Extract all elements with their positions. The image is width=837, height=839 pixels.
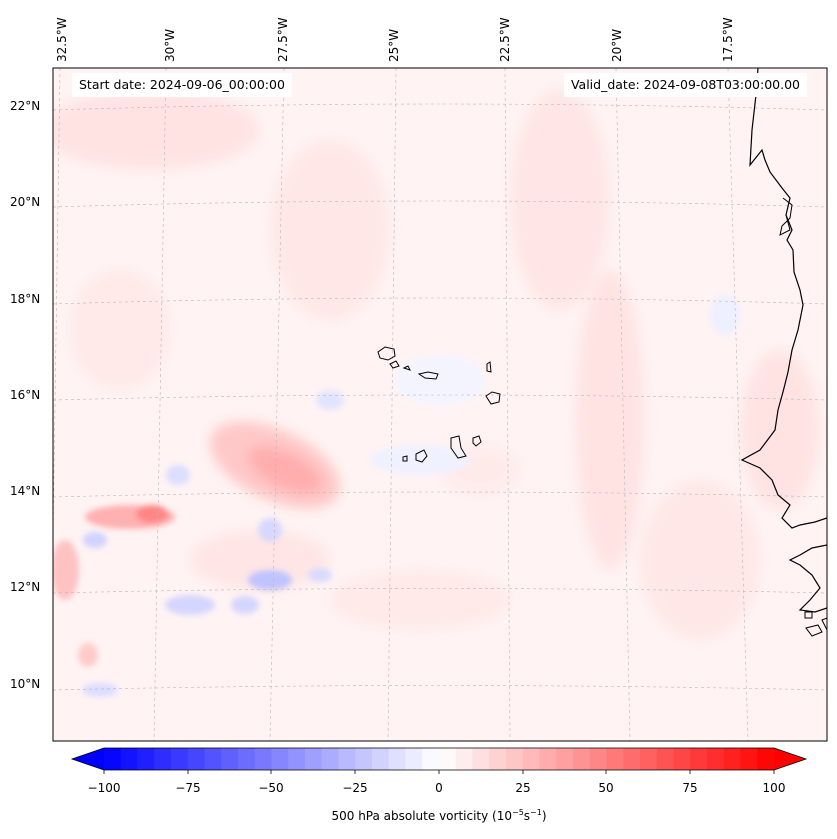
bijagos-islands: [804, 611, 827, 637]
latitude-label: 18°N: [10, 292, 41, 306]
colorbar-segment: [204, 748, 222, 770]
map-panel: [53, 68, 827, 741]
latitude-label: 12°N: [10, 580, 41, 594]
colorbar-segment: [137, 748, 155, 770]
island-fogo: [415, 449, 428, 463]
longitude-label: 27.5°W: [276, 17, 290, 62]
island-boa-vista: [485, 391, 501, 405]
colorbar-segment: [640, 748, 658, 770]
colorbar-segment: [305, 748, 323, 770]
colorbar-tick-label: 0: [435, 781, 443, 795]
longitude-label: 30°W: [163, 28, 177, 62]
colorbar-tick-marks: [103, 770, 775, 774]
colorbar-tick-label: 25: [515, 781, 531, 795]
colorbar-extend-min: [72, 748, 104, 770]
colorbar-tick-label: 100: [762, 781, 786, 795]
island-sal: [486, 361, 492, 373]
latitude-label: 20°N: [10, 195, 41, 209]
latitude-label: 22°N: [10, 99, 41, 113]
colorbar-segment: [723, 748, 741, 770]
island-sao-vicente: [389, 360, 400, 369]
longitude-label: 22.5°W: [498, 17, 512, 62]
colorbar-title: 500 hPa absolute vorticity (10−5s−1): [331, 808, 547, 823]
colorbar-segment: [556, 748, 574, 770]
colorbar-segment: [455, 748, 473, 770]
colorbar-tick-label: −50: [258, 781, 284, 795]
valid-date-label: Valid_date: 2024-09-08T03:00:00.00: [563, 73, 807, 97]
map-frame: [52, 67, 828, 742]
colorbar-segment: [171, 748, 189, 770]
africa-coastline: [740, 68, 827, 529]
colorbar-tick-label: −75: [175, 781, 201, 795]
longitude-label: 25°W: [387, 28, 401, 62]
colorbar-segment: [221, 748, 239, 770]
colorbar-segment: [489, 748, 507, 770]
colorbar-segment: [388, 748, 406, 770]
colorbar-segment: [104, 748, 122, 770]
colorbar-tick-label: 75: [682, 781, 698, 795]
colorbar-segment: [187, 748, 205, 770]
vorticity-positive-patches: [53, 90, 820, 640]
colorbar-segment: [606, 748, 624, 770]
colorbar: [70, 747, 808, 774]
africa-coastline-south: [788, 544, 827, 613]
colorbar-segment: [372, 748, 390, 770]
cape-verde-islands: [377, 346, 501, 463]
latitude-label: 10°N: [10, 677, 41, 691]
latitude-label: 14°N: [10, 484, 41, 498]
colorbar-segment: [321, 748, 339, 770]
latitude-label: 16°N: [10, 388, 41, 402]
colorbar-segment: [120, 748, 138, 770]
colorbar-segment: [589, 748, 607, 770]
colorbar-tick-label: −100: [87, 781, 121, 795]
colorbar-segment: [422, 748, 440, 770]
colorbar-segment: [707, 748, 725, 770]
colorbar-extend-max: [774, 748, 806, 770]
start-date-label: Start date: 2024-09-06_00:00:00: [72, 73, 292, 97]
colorbar-segment: [656, 748, 674, 770]
colorbar-segment: [288, 748, 306, 770]
island-sao-nicolau: [417, 371, 439, 380]
colorbar-segment: [254, 748, 272, 770]
island-santo-antao: [377, 346, 396, 361]
colorbar-segment: [757, 748, 775, 770]
colorbar-segment: [673, 748, 691, 770]
colorbar-segment: [573, 748, 591, 770]
vorticity-maximum-central: [209, 421, 341, 509]
vorticity-maximum-west: [53, 505, 175, 667]
colorbar-segment: [740, 748, 758, 770]
colorbar-tick-label: 50: [598, 781, 614, 795]
colorbar-segment: [439, 748, 457, 770]
colorbar-segment: [355, 748, 373, 770]
island-brava: [402, 455, 408, 462]
longitude-label: 17.5°W: [721, 17, 735, 62]
island-santa-luzia: [402, 365, 411, 371]
vorticity-negative-patches: [82, 295, 740, 697]
island-maio: [472, 435, 482, 447]
colorbar-segment: [623, 748, 641, 770]
colorbar-segment: [690, 748, 708, 770]
colorbar-segment: [506, 748, 524, 770]
longitude-label: 20°W: [610, 28, 624, 62]
graticule: [53, 68, 827, 741]
colorbar-segment: [338, 748, 356, 770]
colorbar-segment: [154, 748, 172, 770]
colorbar-segment: [271, 748, 289, 770]
longitude-label: 32.5°W: [55, 17, 69, 62]
colorbar-segment: [539, 748, 557, 770]
colorbar-segment: [472, 748, 490, 770]
colorbar-tick-label: −25: [342, 781, 368, 795]
colorbar-segment: [238, 748, 256, 770]
colorbar-segment: [522, 748, 540, 770]
cap-vert-peninsula: [779, 197, 793, 236]
island-santiago: [450, 435, 467, 459]
colorbar-segment: [405, 748, 423, 770]
colorbar-segments: [104, 748, 775, 770]
